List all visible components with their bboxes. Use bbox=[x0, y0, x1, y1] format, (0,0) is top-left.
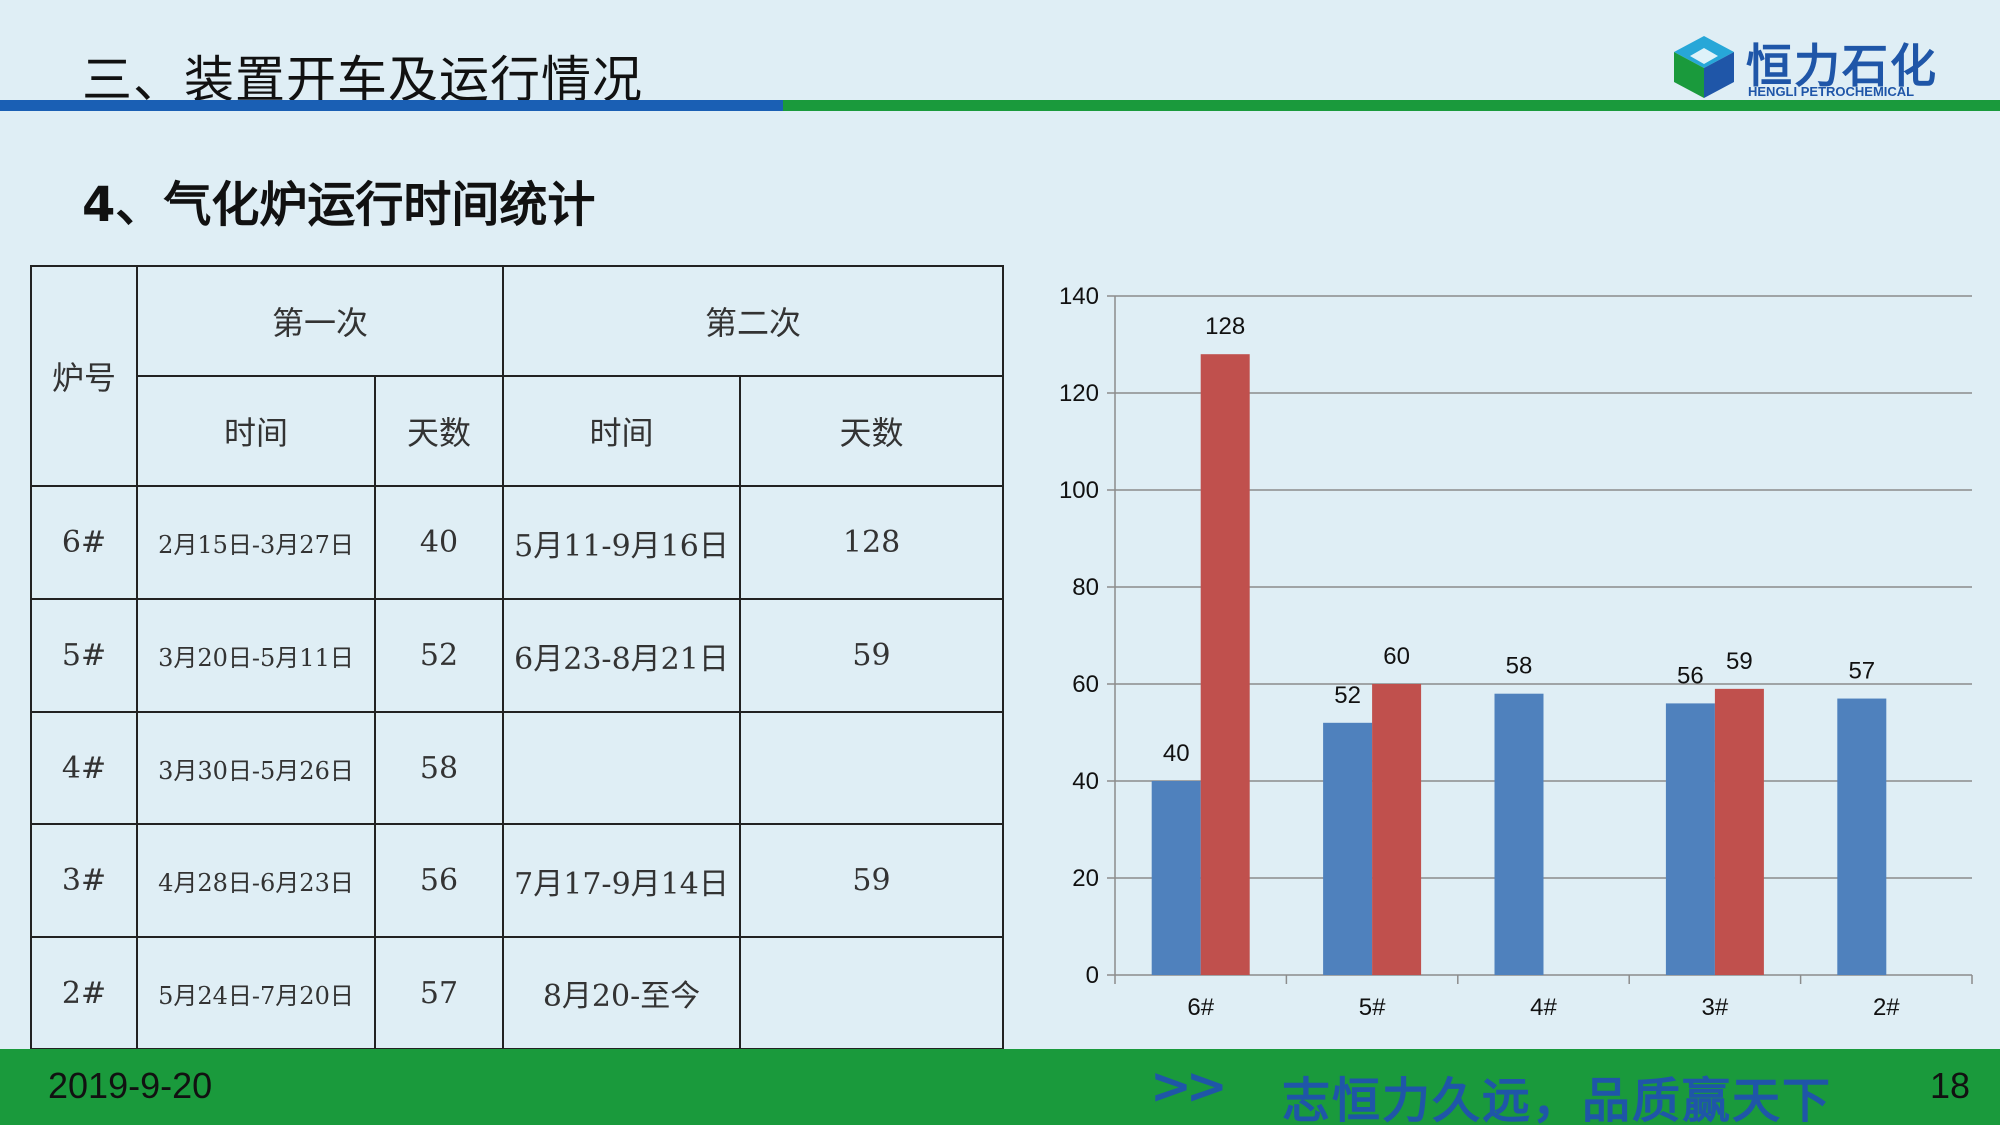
cell-time2: 6月23-8月21日 bbox=[502, 598, 742, 713]
header-rule-blue bbox=[0, 100, 783, 111]
section-subtitle: 4、气化炉运行时间统计 bbox=[82, 177, 596, 233]
company-logo: 恒力石化 HENGLI PETROCHEMICAL bbox=[1672, 30, 1942, 102]
y-tick-label: 40 bbox=[1072, 768, 1099, 795]
bar bbox=[1200, 354, 1250, 975]
header-rule-green bbox=[783, 100, 2000, 111]
page-title: 三、装置开车及运行情况 bbox=[82, 51, 643, 109]
bar bbox=[1323, 722, 1373, 975]
cell-time1: 2月15日-3月27日 bbox=[136, 485, 376, 600]
logo-cube-icon bbox=[1674, 36, 1734, 98]
header-days-1: 天数 bbox=[373, 375, 505, 487]
header-furnace: 炉号 bbox=[30, 265, 138, 487]
cell-time1: 3月30日-5月26日 bbox=[136, 711, 376, 825]
data-label: 52 bbox=[1334, 682, 1361, 709]
table-subheader-row: 时间 天数 时间 天数 bbox=[31, 375, 1005, 487]
header-first-run: 第一次 bbox=[135, 265, 505, 377]
x-tick-label: 3# bbox=[1702, 994, 1729, 1021]
x-tick-label: 2# bbox=[1873, 994, 1900, 1021]
cell-time1: 5月24日-7月20日 bbox=[136, 936, 376, 1050]
y-tick-label: 0 bbox=[1086, 962, 1099, 989]
cell-time1: 3月20日-5月11日 bbox=[136, 598, 376, 713]
footer-bar: 2019-9-20 >> 志恒力久远，品质赢天下 18 bbox=[0, 1049, 2000, 1125]
cell-days2 bbox=[739, 936, 1005, 1050]
cell-days2: 59 bbox=[739, 598, 1005, 713]
y-tick-label: 60 bbox=[1072, 671, 1099, 698]
table-row: 2# 5月24日-7月20日 57 8月20-至今 bbox=[30, 936, 1005, 1050]
cell-time2: 8月20-至今 bbox=[502, 936, 742, 1050]
data-label: 57 bbox=[1848, 658, 1875, 685]
table-row: 6# 2月15日-3月27日 40 5月11-9月16日 128 bbox=[30, 485, 1005, 600]
table-header-row: 炉号 第一次 第二次 bbox=[30, 265, 1005, 487]
cell-time2: 5月11-9月16日 bbox=[502, 485, 742, 600]
y-tick-label: 140 bbox=[1059, 283, 1099, 310]
cell-days1: 40 bbox=[373, 485, 505, 600]
footer-date: 2019-9-20 bbox=[48, 1065, 213, 1106]
y-tick-label: 120 bbox=[1059, 380, 1099, 407]
cell-days2 bbox=[739, 711, 1005, 825]
y-tick-label: 100 bbox=[1059, 477, 1099, 504]
bar bbox=[1494, 693, 1544, 975]
data-label: 58 bbox=[1506, 653, 1533, 680]
data-label: 59 bbox=[1726, 648, 1753, 675]
cell-time2: 7月17-9月14日 bbox=[502, 823, 742, 938]
bar bbox=[1714, 688, 1764, 975]
header-second-run: 第二次 bbox=[502, 265, 1005, 377]
x-tick-label: 6# bbox=[1187, 994, 1214, 1021]
double-arrow-icon: >> bbox=[1150, 1057, 1228, 1115]
cell-days1: 52 bbox=[373, 598, 505, 713]
cell-days2: 59 bbox=[739, 823, 1005, 938]
y-tick-label: 20 bbox=[1072, 865, 1099, 892]
cell-furnace: 2# bbox=[30, 936, 138, 1050]
x-tick-label: 4# bbox=[1530, 994, 1557, 1021]
footer-slogan: 志恒力久远，品质赢天下 bbox=[1282, 1073, 1833, 1125]
y-tick-label: 80 bbox=[1072, 574, 1099, 601]
table-row: 4# 3月30日-5月26日 58 bbox=[30, 711, 1005, 825]
cell-furnace: 6# bbox=[30, 485, 138, 600]
logo-english-text: HENGLI PETROCHEMICAL bbox=[1748, 84, 1915, 99]
header-time-1: 时间 bbox=[136, 375, 376, 487]
runtime-table: 炉号 第一次 第二次 时间 天数 时间 天数 6# 2月15日-3月27日 40… bbox=[30, 265, 1005, 1050]
runtime-bar-chart: 0 20 40 60 80 100 120 140 6# 40 128 5# 52 60 4# 58 3# 56 5… bbox=[1059, 283, 1973, 1021]
cell-days1: 56 bbox=[373, 823, 505, 938]
data-label: 40 bbox=[1163, 740, 1190, 767]
header-days-2: 天数 bbox=[739, 375, 1005, 487]
data-label: 56 bbox=[1677, 662, 1704, 689]
cell-furnace: 5# bbox=[30, 598, 138, 713]
data-label: 128 bbox=[1205, 313, 1245, 340]
cell-days1: 58 bbox=[373, 711, 505, 825]
cell-furnace: 4# bbox=[30, 711, 138, 825]
bar bbox=[1837, 698, 1887, 975]
cell-time1: 4月28日-6月23日 bbox=[136, 823, 376, 938]
x-tick-label: 5# bbox=[1359, 994, 1386, 1021]
data-label: 60 bbox=[1383, 643, 1410, 670]
header-time-2: 时间 bbox=[502, 375, 742, 487]
cell-time2 bbox=[502, 711, 742, 825]
bar bbox=[1372, 684, 1422, 975]
bar bbox=[1151, 781, 1201, 975]
cell-days2: 128 bbox=[739, 485, 1005, 600]
cell-days1: 57 bbox=[373, 936, 505, 1050]
cell-furnace: 3# bbox=[30, 823, 138, 938]
page-number: 18 bbox=[1930, 1065, 1971, 1106]
bar bbox=[1665, 703, 1715, 975]
table-row: 3# 4月28日-6月23日 56 7月17-9月14日 59 bbox=[30, 823, 1005, 938]
table-row: 5# 3月20日-5月11日 52 6月23-8月21日 59 bbox=[30, 598, 1005, 713]
logo-chinese-text: 恒力石化 bbox=[1746, 39, 1938, 93]
